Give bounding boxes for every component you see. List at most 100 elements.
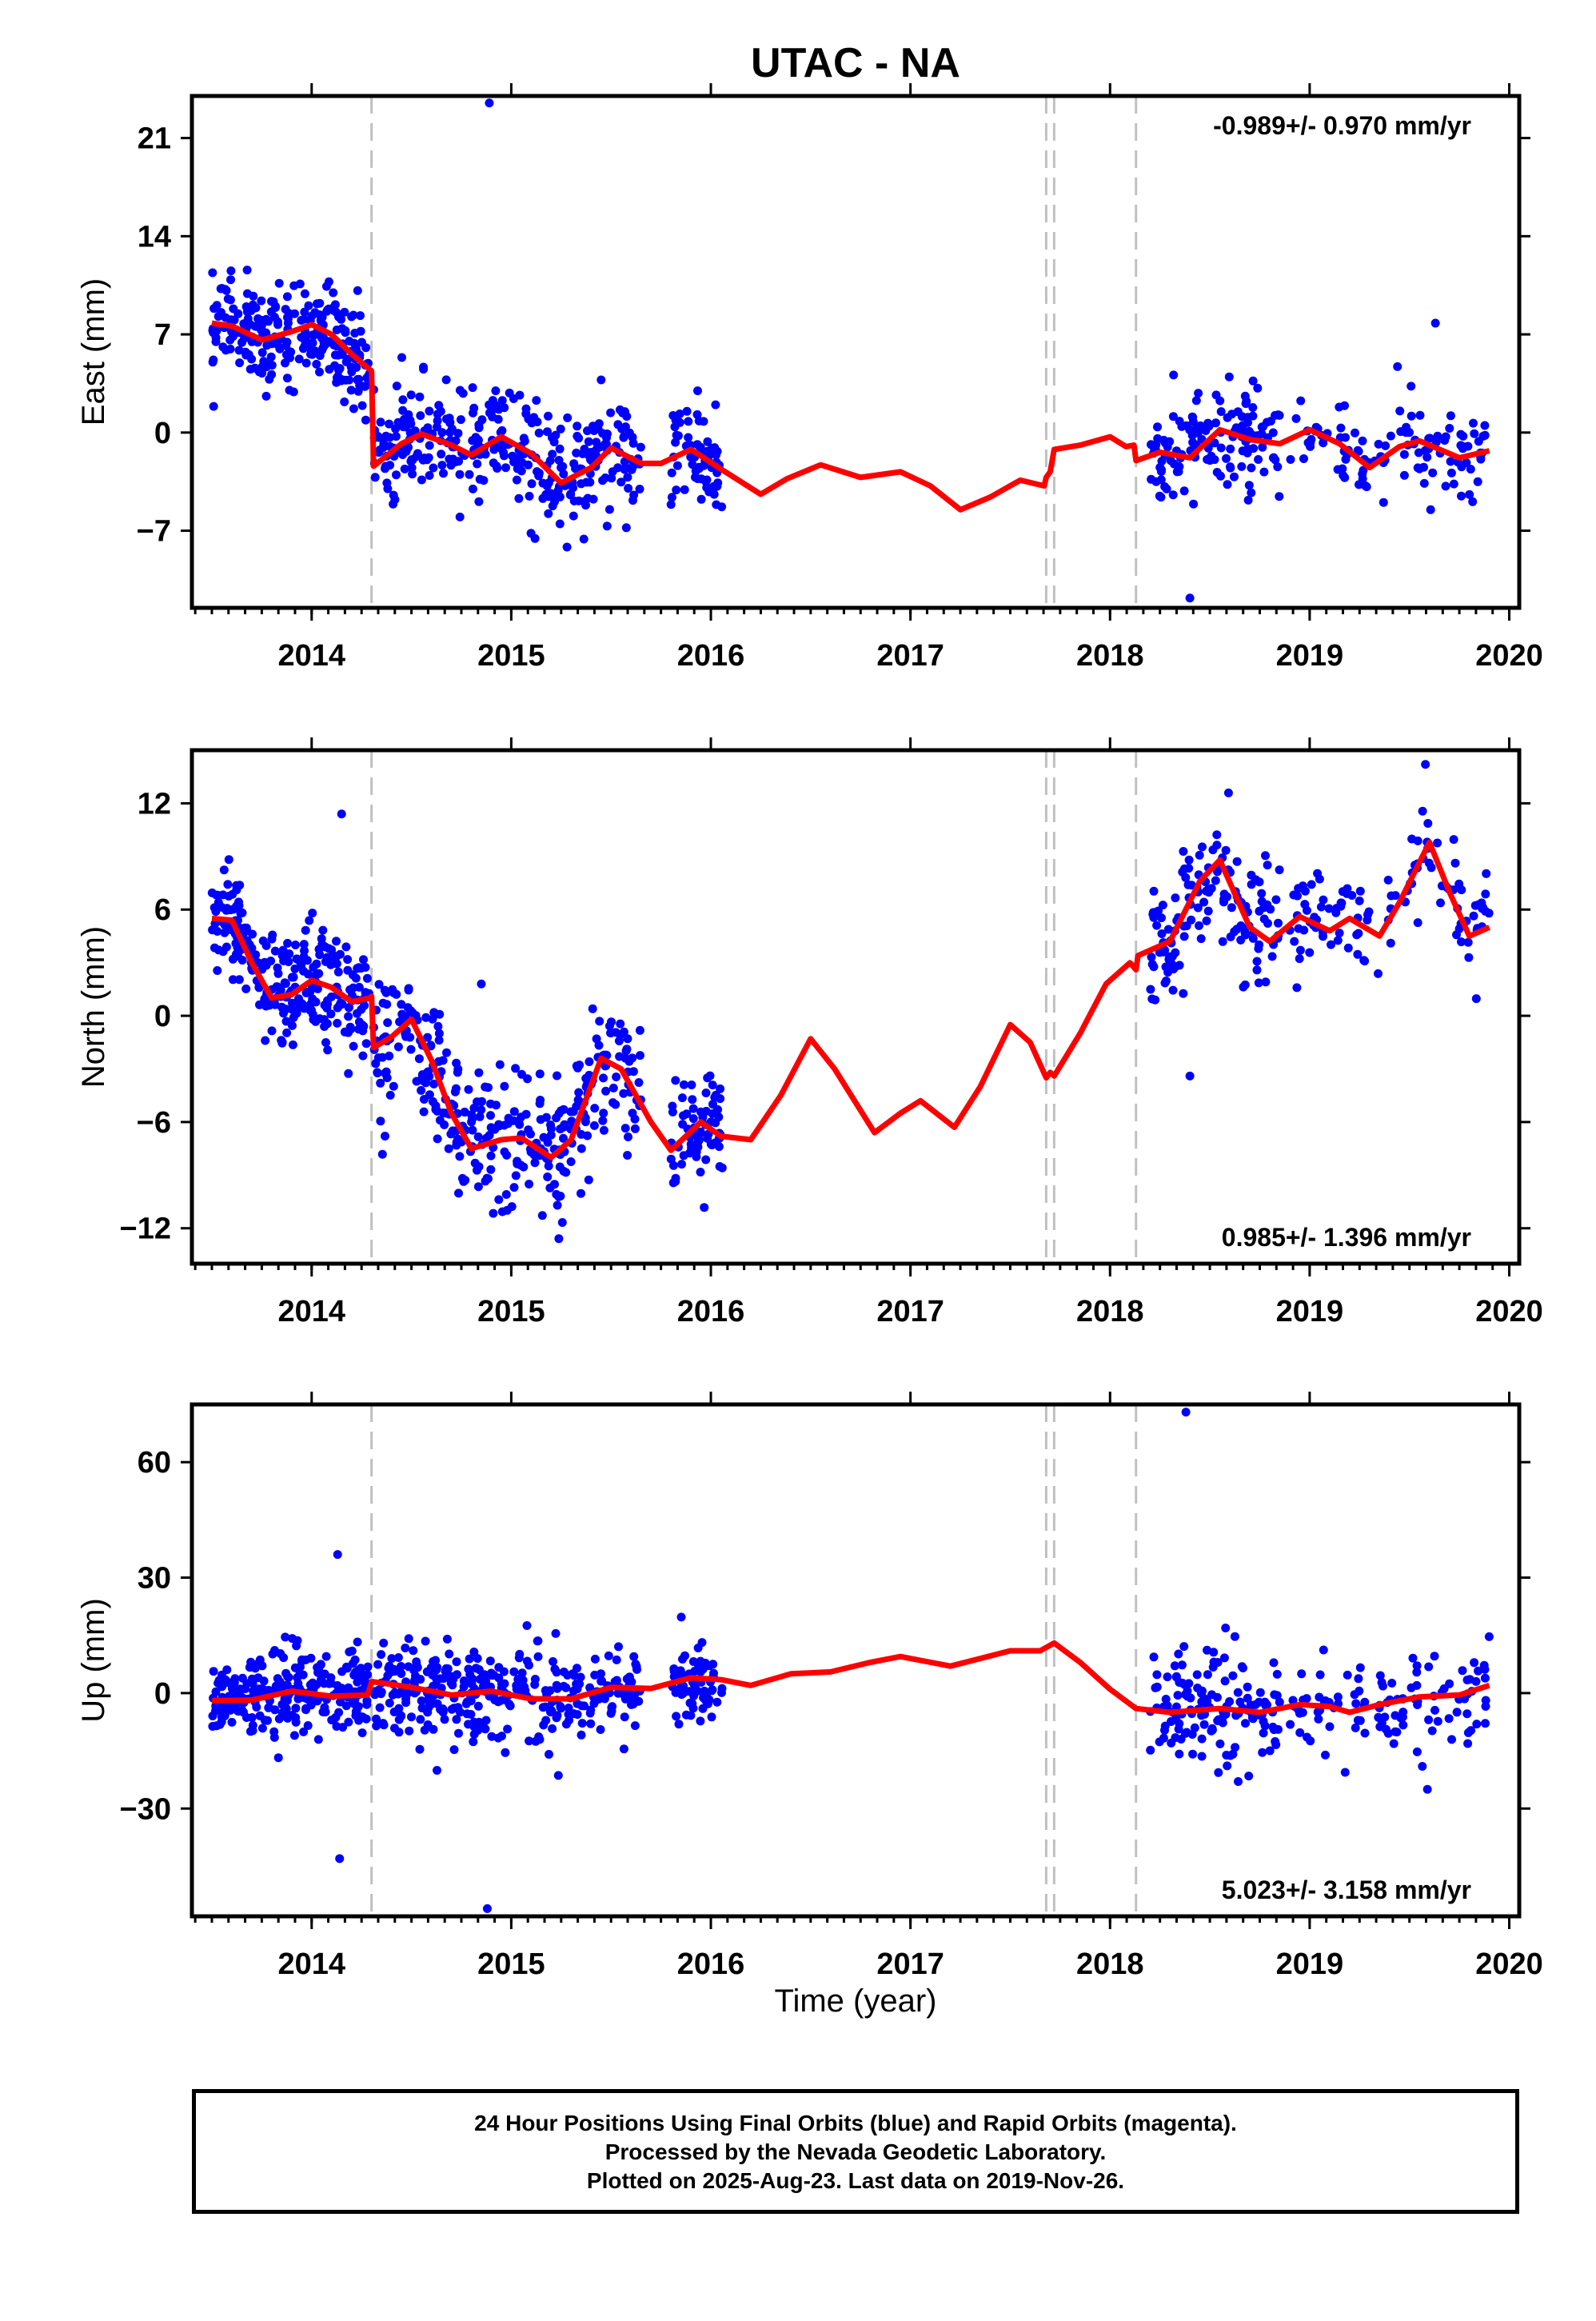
data-point (1257, 422, 1267, 432)
data-point (696, 1168, 705, 1176)
data-point (1358, 469, 1367, 479)
data-point (606, 1029, 615, 1038)
data-point (680, 485, 689, 494)
data-point (473, 1701, 483, 1711)
data-point (373, 1069, 382, 1078)
data-point (223, 880, 233, 889)
data-point (526, 529, 536, 538)
data-point (693, 386, 702, 396)
data-point (282, 292, 292, 302)
data-point (1427, 1726, 1437, 1736)
data-point (569, 1107, 578, 1117)
data-point (1149, 1652, 1159, 1662)
data-point (580, 1701, 589, 1711)
data-point (335, 949, 345, 959)
data-point (1151, 1683, 1160, 1692)
data-point (1271, 455, 1280, 465)
data-point (518, 1676, 528, 1685)
data-point (361, 988, 370, 997)
data-point (389, 1081, 398, 1091)
data-point (361, 343, 371, 353)
data-point (211, 1701, 221, 1711)
data-point (1396, 427, 1406, 437)
data-point (1482, 869, 1491, 878)
data-point (464, 1720, 473, 1729)
data-point (672, 461, 682, 470)
data-point (301, 925, 310, 935)
data-point (1223, 788, 1233, 797)
data-point (1207, 1690, 1216, 1700)
data-point (235, 358, 245, 368)
data-point (1181, 873, 1191, 882)
data-point (278, 1709, 288, 1719)
data-point (692, 1147, 701, 1157)
data-point (1295, 1728, 1305, 1737)
data-point (300, 289, 309, 298)
data-point (1227, 409, 1237, 419)
data-point (321, 1652, 331, 1661)
data-point (525, 1736, 534, 1746)
data-point (1202, 886, 1211, 896)
y-axis-label: Up (mm) (76, 1598, 111, 1723)
data-point (1216, 407, 1226, 417)
data-point (1162, 484, 1171, 493)
data-point (620, 1124, 630, 1133)
data-point (500, 1679, 509, 1688)
data-point (693, 1138, 703, 1148)
data-point (469, 1648, 479, 1656)
data-point (1248, 933, 1258, 943)
data-point (289, 281, 299, 290)
data-point (1336, 423, 1346, 433)
data-point (500, 403, 509, 413)
data-point (288, 1040, 297, 1049)
data-point (512, 1684, 521, 1694)
data-point (335, 1854, 345, 1864)
data-point (294, 997, 304, 1005)
data-point (1306, 438, 1315, 448)
data-point (257, 1724, 267, 1733)
data-point (1219, 1653, 1229, 1663)
data-point (341, 1701, 351, 1711)
data-point (294, 354, 304, 364)
data-point (534, 428, 544, 437)
data-point (1212, 468, 1222, 477)
data-point (628, 496, 637, 505)
data-point (273, 969, 283, 978)
data-point (1406, 411, 1416, 421)
data-point (273, 982, 282, 992)
data-point (454, 1728, 463, 1738)
data-point (667, 468, 676, 477)
data-point (265, 1001, 274, 1010)
data-point (590, 447, 600, 457)
data-point (406, 1045, 416, 1054)
data-point (1257, 897, 1267, 906)
data-point (1174, 1724, 1183, 1734)
data-point (1199, 1720, 1209, 1729)
data-point (1446, 457, 1455, 466)
data-point (535, 1099, 545, 1109)
data-point (358, 1051, 368, 1061)
data-point (329, 288, 338, 298)
data-point (677, 1093, 687, 1103)
data-point (413, 1663, 422, 1672)
data-point (233, 951, 242, 961)
data-point (445, 413, 454, 423)
data-point (1413, 918, 1422, 928)
data-point (1247, 463, 1256, 473)
data-point (699, 461, 708, 470)
data-point (332, 378, 341, 387)
data-point (1430, 318, 1440, 328)
data-point (553, 1200, 562, 1210)
data-point (1175, 1749, 1184, 1759)
data-point (397, 353, 406, 362)
data-point (676, 1666, 685, 1676)
data-point (1413, 836, 1422, 845)
data-point (1261, 977, 1271, 987)
data-point (1271, 410, 1280, 420)
data-point (525, 1660, 533, 1670)
data-point (1157, 913, 1166, 923)
data-point (717, 1684, 727, 1693)
data-point (473, 1132, 483, 1141)
data-point (535, 1069, 545, 1079)
